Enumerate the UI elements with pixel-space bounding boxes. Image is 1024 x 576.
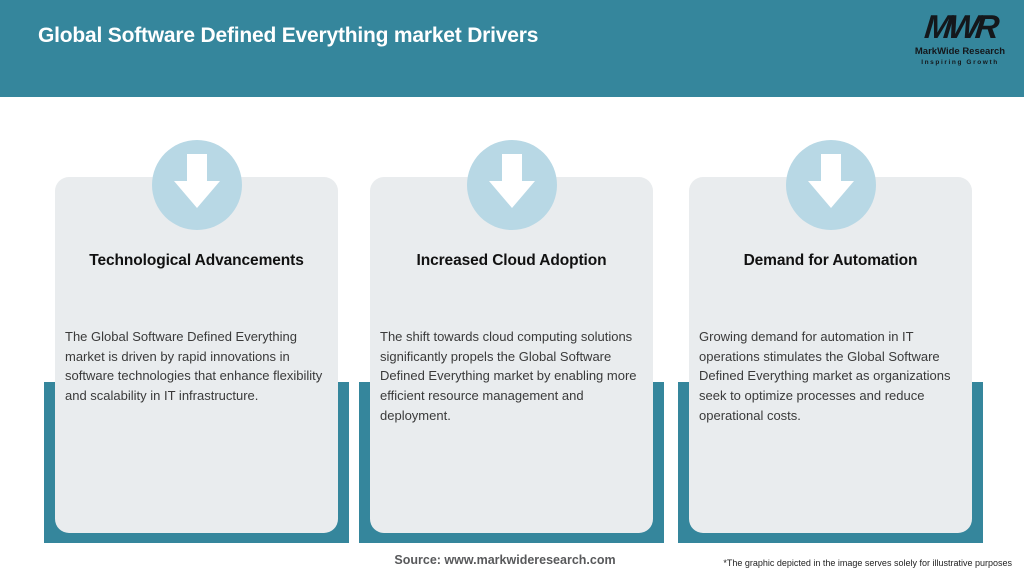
source-text: Source: www.markwideresearch.com (394, 553, 616, 567)
page-title: Global Software Defined Everything marke… (38, 24, 539, 47)
arrow-down-icon (466, 140, 557, 230)
arrow-down-icon (151, 140, 242, 230)
disclaimer-text: *The graphic depicted in the image serve… (723, 558, 1012, 568)
driver-card-group-1: Technological Advancements The Global So… (44, 140, 349, 543)
logo-tagline: Inspiring Growth (921, 59, 999, 66)
header-bar: Global Software Defined Everything marke… (0, 0, 1024, 97)
card-description: The Global Software Defined Everything m… (65, 329, 323, 404)
driver-card: Technological Advancements The Global So… (55, 140, 338, 533)
logo-monogram: MWR (922, 8, 998, 45)
logo-name: MarkWide Research (914, 46, 1006, 57)
markwide-logo: MWR MarkWide Research Inspiring Growth (910, 8, 1010, 66)
card-description: The shift towards cloud computing soluti… (380, 329, 637, 423)
card-title: Increased Cloud Adoption (416, 252, 607, 269)
driver-card-group-2: Increased Cloud Adoption The shift towar… (359, 140, 664, 543)
card-title: Demand for Automation (743, 252, 918, 269)
arrow-down-icon (785, 140, 876, 230)
driver-card-group-3: Demand for Automation Growing demand for… (678, 140, 983, 543)
card-description: Growing demand for automation in IT oper… (699, 329, 951, 423)
driver-card: Increased Cloud Adoption The shift towar… (370, 140, 653, 533)
card-title: Technological Advancements (89, 252, 304, 269)
driver-card: Demand for Automation Growing demand for… (689, 140, 972, 533)
